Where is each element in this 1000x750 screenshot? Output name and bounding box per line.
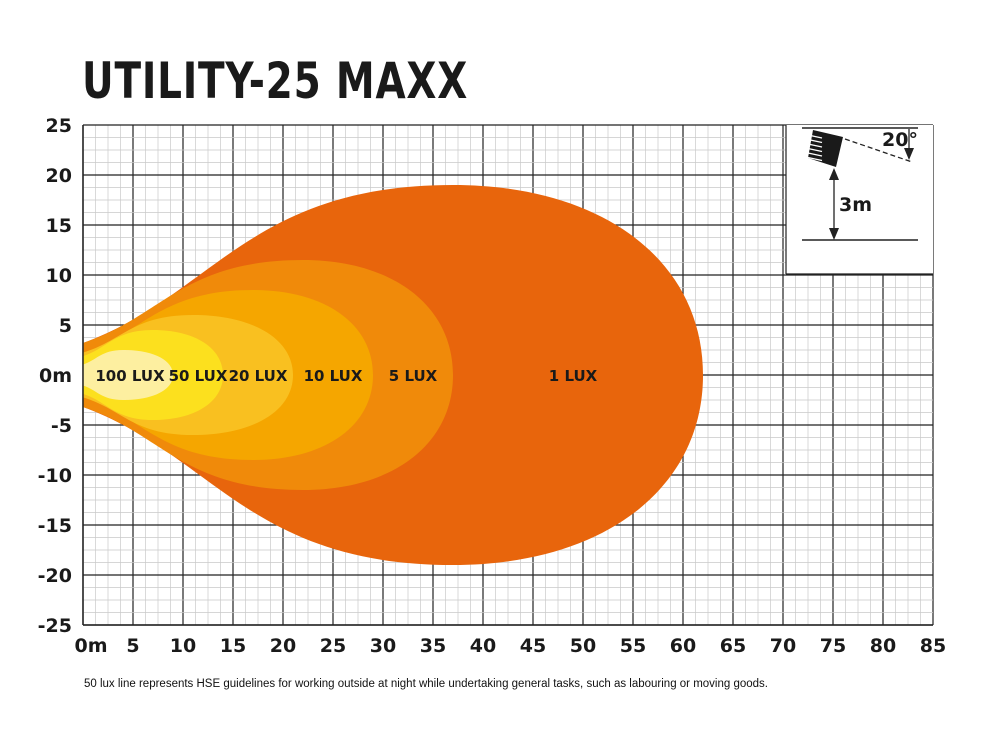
lamp-fin bbox=[807, 143, 823, 148]
beam-angle-line bbox=[844, 138, 913, 163]
y-tick-label: -25 bbox=[38, 615, 72, 637]
y-tick-label: -20 bbox=[38, 565, 72, 587]
y-tick-label: 0m bbox=[39, 365, 72, 387]
inset-angle-label: 20° bbox=[882, 129, 918, 151]
x-tick-label: 45 bbox=[520, 635, 546, 657]
contour-label: 100 LUX bbox=[95, 367, 165, 385]
y-tick-label: -10 bbox=[38, 465, 72, 487]
x-tick-label: 35 bbox=[420, 635, 446, 657]
y-tick-label: 5 bbox=[59, 315, 72, 337]
inset-height-label: 3m bbox=[839, 194, 872, 216]
contour-label: 10 LUX bbox=[304, 367, 363, 385]
x-tick-label: 75 bbox=[820, 635, 846, 657]
footnote: 50 lux line represents HSE guidelines fo… bbox=[84, 678, 769, 690]
x-tick-label: 40 bbox=[470, 635, 496, 657]
x-tick-label: 25 bbox=[320, 635, 346, 657]
x-tick-label: 55 bbox=[620, 635, 646, 657]
y-tick-label: 10 bbox=[46, 265, 72, 287]
x-tick-label: 5 bbox=[126, 635, 139, 657]
x-tick-label: 15 bbox=[220, 635, 246, 657]
y-tick-label: -15 bbox=[38, 515, 72, 537]
x-tick-label: 50 bbox=[570, 635, 596, 657]
x-tick-label: 0m bbox=[74, 635, 107, 657]
x-tick-label: 30 bbox=[370, 635, 396, 657]
y-tick-label: -5 bbox=[51, 415, 72, 437]
x-tick-label: 20 bbox=[270, 635, 296, 657]
y-tick-label: 20 bbox=[46, 165, 72, 187]
x-tick-label: 85 bbox=[920, 635, 946, 657]
x-tick-label: 80 bbox=[870, 635, 896, 657]
contour-label: 1 LUX bbox=[549, 367, 598, 385]
arrow-up-icon bbox=[829, 168, 839, 180]
lamp-fin bbox=[807, 152, 823, 157]
x-tick-label: 65 bbox=[720, 635, 746, 657]
lamp-fin bbox=[807, 138, 823, 144]
lamp-fin bbox=[807, 147, 823, 153]
arrow-head-icon bbox=[904, 148, 914, 160]
lamp-fin bbox=[807, 156, 823, 162]
lamp-fin bbox=[807, 134, 823, 139]
x-tick-label: 60 bbox=[670, 635, 696, 657]
beam-contour-100-lux bbox=[83, 350, 173, 400]
y-tick-label: 15 bbox=[46, 215, 72, 237]
contour-label: 20 LUX bbox=[229, 367, 288, 385]
lamp-icon bbox=[808, 130, 843, 167]
contour-label: 50 LUX bbox=[169, 367, 228, 385]
x-tick-label: 10 bbox=[170, 635, 196, 657]
contour-label: 5 LUX bbox=[389, 367, 438, 385]
chart-title: UTILITY-25 MAXX bbox=[82, 52, 469, 110]
x-tick-label: 70 bbox=[770, 635, 796, 657]
y-tick-label: 25 bbox=[46, 115, 72, 137]
arrow-down-icon bbox=[829, 228, 839, 240]
